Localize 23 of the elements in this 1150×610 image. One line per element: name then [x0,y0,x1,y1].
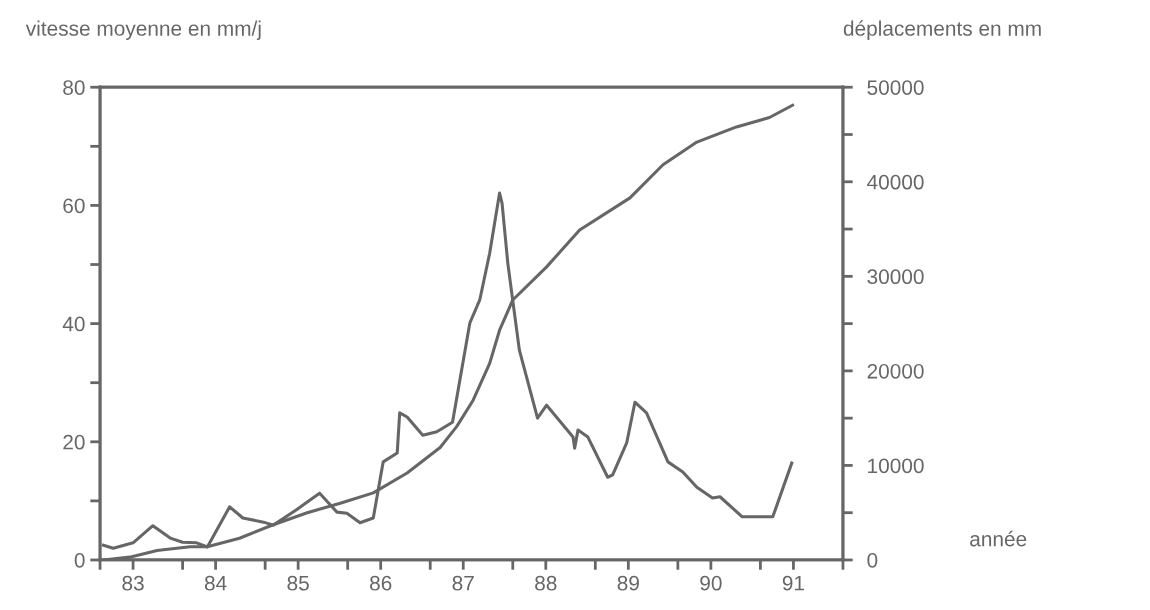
x-tick-label: 83 [122,575,144,591]
y-tick-label: 0 [74,552,85,568]
y2-axis-title: déplacements en mm [843,20,1041,40]
x-tick-label: 88 [535,575,557,591]
y-tick-label: 20 [63,434,85,450]
y-tick-label: 80 [63,80,85,95]
y2-tick-label: 20000 [867,363,924,379]
x-tick-label: 90 [700,575,722,591]
y2-tick-label: 0 [867,552,878,568]
y2-tick-label: 30000 [867,269,924,285]
x-tick-label: 86 [370,575,392,591]
y2-tick-label: 40000 [867,174,924,190]
y2-tick-label: 10000 [868,458,924,474]
x-tick-label: 87 [452,575,474,591]
y-tick-label: 40 [62,316,85,332]
x-tick-label: 84 [204,575,227,591]
y2-tick-label: 50000 [867,80,924,95]
x-tick-label: 89 [617,575,639,591]
x-tick-label: 85 [287,575,309,591]
x-tick-label: 91 [782,575,804,591]
y-tick-label: 60 [63,198,85,214]
x-axis-title: année [970,530,1027,547]
y-axis-title: vitesse moyenne en mm/j [25,20,261,40]
